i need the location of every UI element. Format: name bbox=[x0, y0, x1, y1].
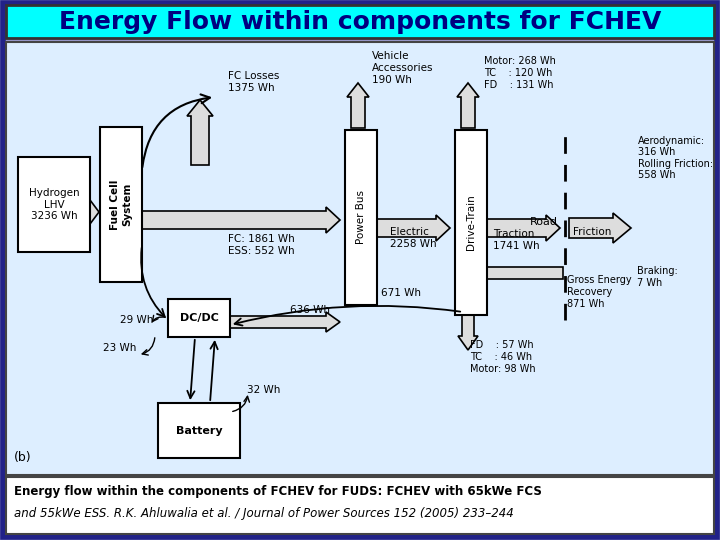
Text: 29 Wh: 29 Wh bbox=[120, 315, 153, 325]
FancyBboxPatch shape bbox=[3, 3, 717, 537]
Text: FC Losses
1375 Wh: FC Losses 1375 Wh bbox=[228, 71, 279, 93]
FancyArrow shape bbox=[142, 207, 340, 233]
Text: Electric
2258 Wh: Electric 2258 Wh bbox=[390, 227, 436, 249]
Text: 32 Wh: 32 Wh bbox=[247, 385, 280, 395]
FancyArrow shape bbox=[487, 215, 560, 241]
Text: 23 Wh: 23 Wh bbox=[103, 343, 136, 353]
Text: 671 Wh: 671 Wh bbox=[381, 288, 421, 298]
FancyBboxPatch shape bbox=[6, 5, 714, 38]
Text: Gross Energy
Recovery
871 Wh: Gross Energy Recovery 871 Wh bbox=[567, 275, 631, 308]
FancyBboxPatch shape bbox=[345, 130, 377, 305]
Text: Braking:
7 Wh: Braking: 7 Wh bbox=[637, 266, 678, 288]
FancyArrow shape bbox=[460, 263, 563, 283]
FancyBboxPatch shape bbox=[158, 403, 240, 458]
Text: Hydrogen
LHV
3236 Wh: Hydrogen LHV 3236 Wh bbox=[29, 188, 79, 221]
FancyArrow shape bbox=[377, 215, 450, 241]
FancyBboxPatch shape bbox=[168, 299, 230, 337]
Text: and 55kWe ESS. R.K. Ahluwalia et al. / Journal of Power Sources 152 (2005) 233–2: and 55kWe ESS. R.K. Ahluwalia et al. / J… bbox=[14, 508, 514, 521]
FancyBboxPatch shape bbox=[455, 130, 487, 315]
Text: Energy flow within the components of FCHEV for FUDS: FCHEV with 65kWe FCS: Energy flow within the components of FCH… bbox=[14, 485, 542, 498]
Text: Aerodynamic:
316 Wh
Rolling Friction:
558 Wh: Aerodynamic: 316 Wh Rolling Friction: 55… bbox=[638, 136, 713, 180]
Text: (b): (b) bbox=[14, 451, 32, 464]
FancyBboxPatch shape bbox=[6, 42, 714, 475]
Text: Traction
1741 Wh: Traction 1741 Wh bbox=[493, 229, 539, 251]
Text: 636 Wh: 636 Wh bbox=[290, 305, 330, 315]
Text: DC/DC: DC/DC bbox=[179, 313, 218, 323]
FancyArrow shape bbox=[347, 83, 369, 128]
FancyArrow shape bbox=[90, 200, 99, 224]
FancyArrow shape bbox=[457, 83, 479, 128]
Text: Fuel Cell
System: Fuel Cell System bbox=[110, 179, 132, 230]
FancyBboxPatch shape bbox=[18, 157, 90, 252]
Text: Battery: Battery bbox=[176, 426, 222, 435]
FancyBboxPatch shape bbox=[100, 127, 142, 282]
Text: Vehicle
Accessories
190 Wh: Vehicle Accessories 190 Wh bbox=[372, 51, 433, 85]
Text: Drive-Train: Drive-Train bbox=[466, 194, 476, 251]
FancyArrow shape bbox=[569, 213, 631, 243]
Text: Energy Flow within components for FCHEV: Energy Flow within components for FCHEV bbox=[59, 10, 661, 34]
FancyArrow shape bbox=[230, 312, 340, 332]
Text: Friction: Friction bbox=[573, 227, 611, 237]
Text: Power Bus: Power Bus bbox=[356, 191, 366, 245]
Text: FC: 1861 Wh
ESS: 552 Wh: FC: 1861 Wh ESS: 552 Wh bbox=[228, 234, 294, 256]
FancyBboxPatch shape bbox=[6, 477, 714, 534]
Text: FD    : 57 Wh
TC    : 46 Wh
Motor: 98 Wh: FD : 57 Wh TC : 46 Wh Motor: 98 Wh bbox=[470, 340, 536, 374]
FancyArrow shape bbox=[187, 100, 213, 165]
FancyArrow shape bbox=[458, 315, 478, 350]
Text: Road: Road bbox=[530, 217, 558, 227]
Text: Motor: 268 Wh
TC    : 120 Wh
FD    : 131 Wh: Motor: 268 Wh TC : 120 Wh FD : 131 Wh bbox=[484, 56, 556, 90]
